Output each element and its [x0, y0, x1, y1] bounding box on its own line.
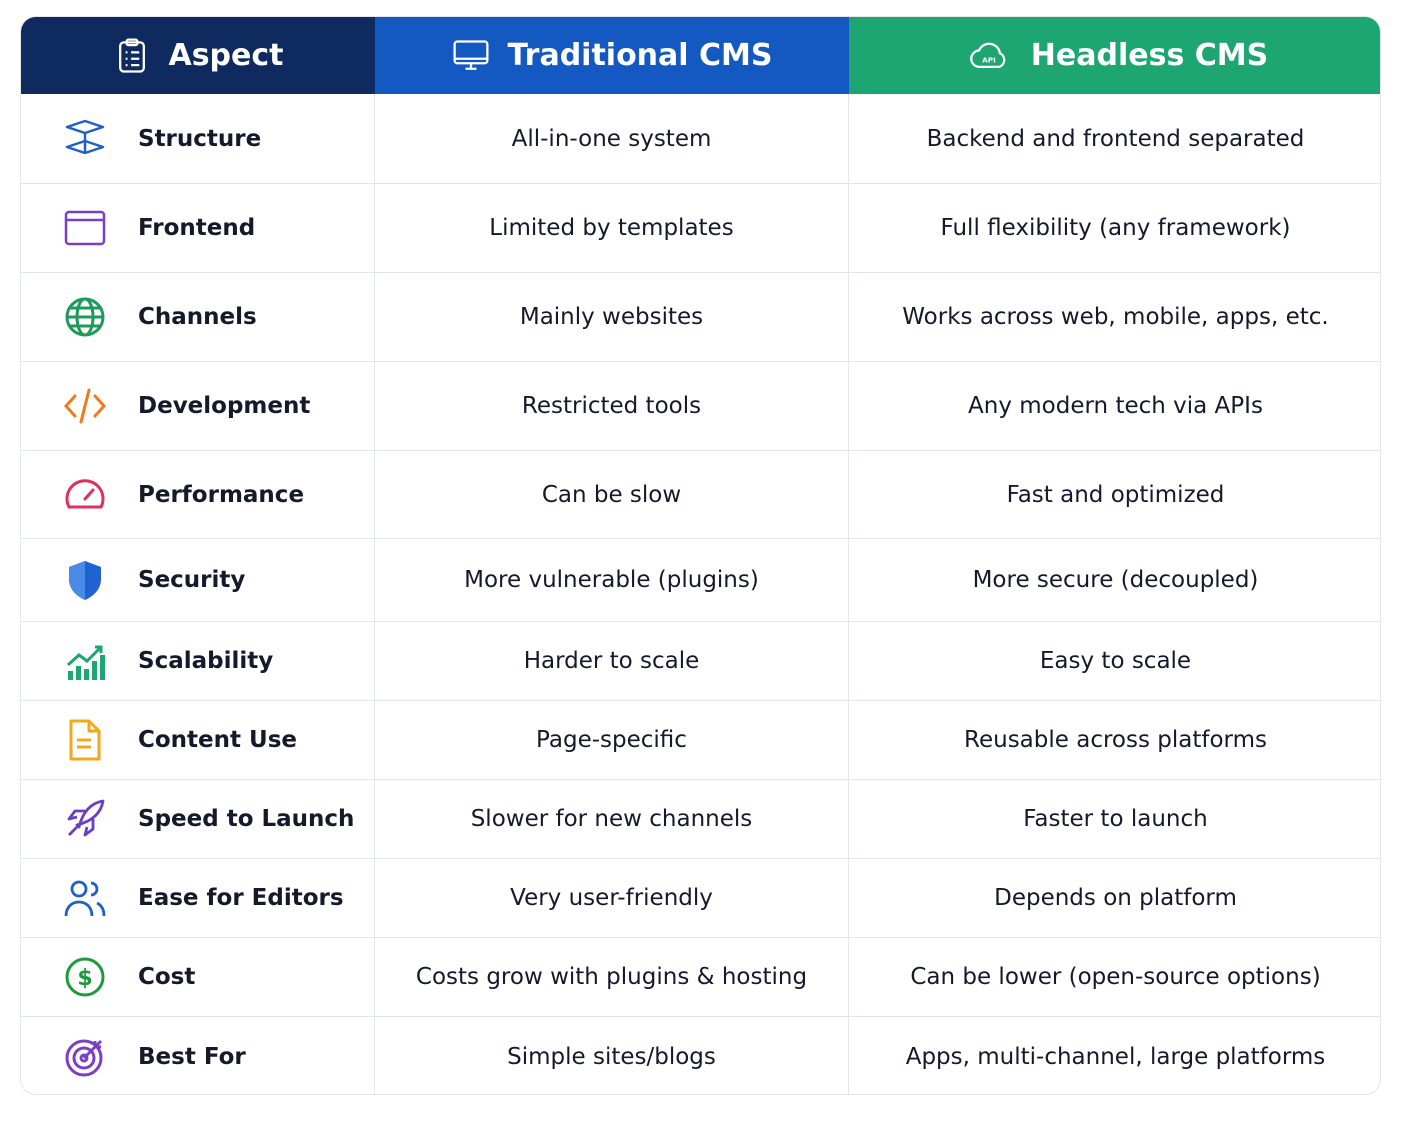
cell: More secure (decoupled) — [849, 539, 1380, 622]
row-label-text: Scalability — [138, 648, 274, 674]
cell: Very user-friendly — [375, 859, 849, 938]
row-label: Structure — [21, 94, 375, 184]
cell: Slower for new channels — [375, 780, 849, 859]
cell: Faster to launch — [849, 780, 1380, 859]
cell-text: Can be lower (open-source options) — [910, 964, 1321, 990]
column-header: Aspect — [21, 17, 375, 94]
row-label-text: Frontend — [138, 215, 256, 241]
cell: Apps, multi-channel, large platforms — [849, 1017, 1380, 1094]
icon — [69, 719, 101, 761]
cell-text: Apps, multi-channel, large platforms — [905, 1043, 1326, 1070]
row-label: Ease for Editors — [21, 859, 375, 938]
cell: All-in-one system — [375, 94, 849, 184]
cell-text: Backend and frontend separated — [926, 125, 1305, 152]
cell: Costs grow with plugins & hosting — [375, 938, 849, 1017]
cell-text: Restricted tools — [521, 393, 702, 419]
column-header: Traditional CMS — [375, 17, 849, 94]
row-label-text: Best For — [138, 1043, 246, 1070]
row-label-text: Performance — [138, 481, 305, 508]
cell: Harder to scale — [375, 622, 849, 701]
cell-text: Slower for new channels — [470, 806, 753, 832]
cell-text: Fast and optimized — [1006, 481, 1225, 508]
icon-label: API — [982, 55, 996, 64]
icon — [66, 645, 105, 680]
cell: Reusable across platforms — [849, 701, 1380, 780]
row-label: Frontend — [21, 184, 375, 273]
row-label-text: Speed to Launch — [138, 806, 355, 832]
cell: Mainly websites — [375, 273, 849, 362]
comparison-table: Aspect Traditional CMS API Headless CMS Stru… — [20, 16, 1381, 1095]
cell: Depends on platform — [849, 859, 1380, 938]
cell-text: Costs grow with plugins & hosting — [415, 964, 808, 990]
icon — [119, 38, 146, 73]
row-label-text: Channels — [138, 304, 257, 330]
cell: Backend and frontend separated — [849, 94, 1380, 184]
icon: $ — [65, 957, 105, 997]
svg-text:$: $ — [77, 966, 92, 991]
cell: Fast and optimized — [849, 451, 1380, 539]
icon — [65, 297, 105, 337]
row-label: Scalability — [21, 622, 375, 701]
cell: Can be lower (open-source options) — [849, 938, 1380, 1017]
cell: Works across web, mobile, apps, etc. — [849, 273, 1380, 362]
column-header: API Headless CMS — [849, 17, 1380, 94]
row-label: Security — [21, 539, 375, 622]
row-label: Best For — [21, 1017, 375, 1094]
cell: More vulnerable (plugins) — [375, 539, 849, 622]
row-label: Performance — [21, 451, 375, 539]
cell: Easy to scale — [849, 622, 1380, 701]
icon: API — [969, 42, 1006, 68]
cell-text: Mainly websites — [519, 304, 704, 330]
cell-text: All-in-one system — [511, 125, 712, 152]
cell-text: Reusable across platforms — [964, 727, 1267, 753]
icon — [63, 388, 107, 424]
row-label: Development — [21, 362, 375, 451]
cell-text: Any modern tech via APIs — [968, 393, 1263, 419]
cell-text: More secure (decoupled) — [972, 567, 1259, 593]
cell-text: Easy to scale — [1039, 648, 1192, 674]
cell-text: Faster to launch — [1023, 806, 1208, 832]
cell: Limited by templates — [375, 184, 849, 273]
cell-text: Page-specific — [536, 727, 687, 753]
cell-text: Very user-friendly — [510, 885, 713, 911]
row-label-text: Development — [138, 393, 311, 419]
cell-text: More vulnerable (plugins) — [464, 567, 759, 593]
cell-text: Full flexibility (any framework) — [940, 215, 1291, 241]
cell-text: Depends on platform — [994, 885, 1237, 911]
cell-text: Simple sites/blogs — [507, 1043, 716, 1070]
row-label-text: Cost — [138, 964, 196, 990]
row-label-text: Structure — [138, 125, 262, 152]
icon — [65, 1039, 103, 1076]
icon — [69, 561, 101, 600]
icon — [65, 478, 105, 508]
cell-text: Harder to scale — [523, 648, 700, 674]
cell: Full flexibility (any framework) — [849, 184, 1380, 273]
cell: Simple sites/blogs — [375, 1017, 849, 1094]
cell: Restricted tools — [375, 362, 849, 451]
row-label-text: Content Use — [138, 727, 297, 753]
cell: Can be slow — [375, 451, 849, 539]
cell-text: Works across web, mobile, apps, etc. — [902, 304, 1329, 330]
cell: Any modern tech via APIs — [849, 362, 1380, 451]
column-label: Aspect — [168, 38, 284, 73]
row-label-text: Ease for Editors — [138, 885, 344, 911]
row-label: Channels — [21, 273, 375, 362]
icon — [64, 880, 106, 917]
column-label: Traditional CMS — [507, 38, 773, 73]
icon — [67, 799, 105, 837]
cell-text: Can be slow — [541, 481, 682, 508]
row-label: Speed to Launch — [21, 780, 375, 859]
column-label: Headless CMS — [1030, 38, 1269, 73]
icon — [65, 119, 105, 154]
row-label: $ Cost — [21, 938, 375, 1017]
icon — [453, 39, 489, 70]
cell: Page-specific — [375, 701, 849, 780]
row-label-text: Security — [138, 567, 246, 593]
cell-text: Limited by templates — [489, 215, 734, 241]
row-label: Content Use — [21, 701, 375, 780]
icon — [64, 210, 106, 246]
